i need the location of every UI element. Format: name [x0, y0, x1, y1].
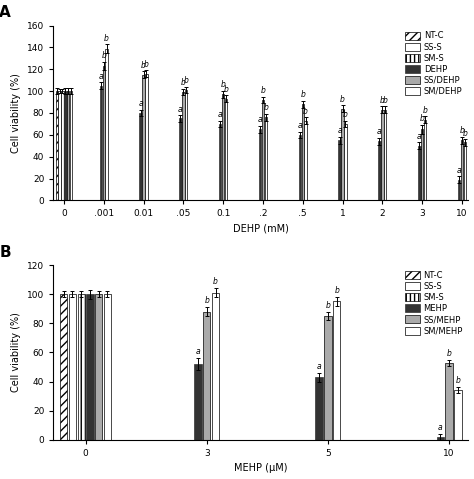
Text: b: b: [343, 110, 348, 119]
Bar: [424, 120, 426, 200]
Text: b: b: [340, 95, 345, 103]
Legend: NT-C, SS-S, SM-S, DEHP, SS/DEHP, SM/DEHP: NT-C, SS-S, SM-S, DEHP, SS/DEHP, SM/DEHP: [404, 30, 464, 98]
Bar: [262, 100, 264, 200]
Bar: [225, 99, 227, 200]
Y-axis label: Cell viability (%): Cell viability (%): [11, 312, 21, 392]
Bar: [203, 312, 210, 440]
Bar: [264, 117, 267, 200]
Bar: [299, 135, 301, 200]
Bar: [338, 140, 341, 200]
Text: a: a: [337, 126, 342, 136]
Bar: [316, 377, 323, 440]
Text: b: b: [221, 80, 226, 90]
Text: b: b: [141, 61, 146, 70]
Text: b: b: [301, 91, 305, 99]
Text: a: a: [438, 423, 443, 432]
Text: a: a: [196, 347, 201, 356]
Bar: [95, 294, 102, 440]
Bar: [381, 110, 383, 200]
Text: b: b: [380, 96, 385, 105]
Bar: [70, 91, 73, 200]
Bar: [222, 94, 224, 200]
Text: a: a: [317, 362, 321, 371]
Text: b: b: [303, 107, 308, 116]
Text: b: b: [326, 300, 330, 309]
Text: b: b: [184, 76, 189, 85]
Bar: [454, 390, 462, 440]
Text: a: a: [457, 166, 461, 175]
Bar: [464, 142, 466, 200]
Bar: [179, 118, 182, 200]
Bar: [67, 91, 70, 200]
Bar: [219, 124, 221, 200]
Text: A: A: [0, 5, 11, 20]
Bar: [61, 91, 64, 200]
Bar: [185, 90, 187, 200]
Text: b: b: [261, 86, 265, 95]
X-axis label: DEHP (mM): DEHP (mM): [233, 224, 289, 234]
Bar: [194, 364, 202, 440]
Bar: [384, 110, 386, 200]
Text: a: a: [258, 115, 263, 125]
Text: b: b: [423, 105, 428, 114]
Text: b: b: [181, 78, 186, 87]
Bar: [102, 66, 105, 200]
Text: a: a: [298, 121, 302, 130]
Text: b: b: [213, 277, 218, 286]
Text: a: a: [138, 99, 143, 108]
Bar: [55, 91, 58, 200]
Text: b: b: [420, 114, 425, 124]
Text: b: b: [101, 51, 106, 60]
Bar: [437, 437, 444, 440]
Bar: [446, 363, 453, 440]
Bar: [100, 86, 102, 200]
Text: b: b: [459, 126, 465, 136]
Bar: [324, 316, 332, 440]
Bar: [145, 74, 147, 200]
Text: b: b: [204, 296, 209, 305]
Bar: [86, 294, 94, 440]
Bar: [418, 146, 420, 200]
Text: b: b: [456, 376, 460, 385]
Text: a: a: [99, 72, 103, 81]
Text: a: a: [218, 110, 223, 119]
Bar: [69, 294, 76, 440]
Text: b: b: [447, 349, 452, 357]
Bar: [78, 294, 85, 440]
Bar: [378, 141, 381, 200]
Bar: [301, 104, 304, 200]
Text: a: a: [377, 127, 382, 137]
Bar: [182, 92, 184, 200]
Bar: [421, 129, 423, 200]
Text: b: b: [224, 85, 228, 94]
Text: b: b: [334, 286, 339, 295]
Bar: [333, 301, 340, 440]
Legend: NT-C, SS-S, SM-S, MEHP, SS/MEHP, SM/MEHP: NT-C, SS-S, SM-S, MEHP, SS/MEHP, SM/MEHP: [403, 269, 464, 337]
Bar: [104, 294, 111, 440]
Text: b: b: [463, 128, 467, 137]
Bar: [212, 293, 219, 440]
Text: a: a: [178, 104, 183, 114]
X-axis label: MEHP (μM): MEHP (μM): [234, 464, 288, 473]
Bar: [60, 294, 67, 440]
Y-axis label: Cell viability (%): Cell viability (%): [11, 73, 21, 153]
Bar: [139, 113, 142, 200]
Bar: [142, 75, 145, 200]
Text: b: b: [144, 60, 149, 68]
Text: b: b: [264, 103, 268, 113]
Bar: [304, 121, 307, 200]
Bar: [344, 124, 346, 200]
Text: b: b: [104, 34, 109, 43]
Bar: [461, 140, 463, 200]
Bar: [58, 91, 61, 200]
Bar: [259, 129, 261, 200]
Bar: [105, 48, 108, 200]
Bar: [341, 109, 344, 200]
Bar: [64, 91, 66, 200]
Text: B: B: [0, 245, 11, 260]
Text: b: b: [383, 96, 388, 105]
Bar: [458, 180, 460, 200]
Text: a: a: [417, 132, 421, 141]
